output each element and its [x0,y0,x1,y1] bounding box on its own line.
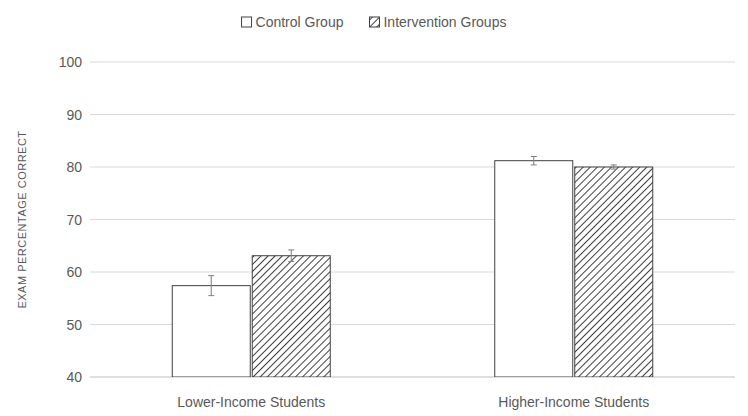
category-label: Higher-Income Students [498,394,649,410]
legend-swatch [369,17,379,27]
bar [172,286,250,377]
tick-label: 80 [66,159,82,175]
tick-label: 40 [66,369,82,385]
grid-line [90,62,735,63]
bars [172,161,653,377]
tick-label: 50 [66,317,82,333]
legend: Control Group Intervention Groups [242,14,507,30]
legend-label: Intervention Groups [383,14,506,30]
tick-label: 70 [66,212,82,228]
axis-label: EXAM PERCENTAGE CORRECT [16,130,28,308]
error-bar [611,165,617,169]
error-bars [208,157,617,296]
tick-label: 100 [59,54,83,70]
error-bar [288,250,294,262]
grid-line [90,114,735,115]
bar [252,256,330,377]
chart: 40 50 60 70 80 90 100 EXAM PERCENTAGE CORRECT Lo… [0,0,748,416]
legend-label: Control Group [256,14,344,30]
legend-swatch [242,17,252,27]
bar [575,167,653,377]
error-bar [531,157,537,165]
category-label: Lower-Income Students [177,394,325,410]
error-bar [208,276,214,296]
bar [495,161,573,377]
tick-label: 60 [66,264,82,280]
tick-label: 90 [66,107,82,123]
